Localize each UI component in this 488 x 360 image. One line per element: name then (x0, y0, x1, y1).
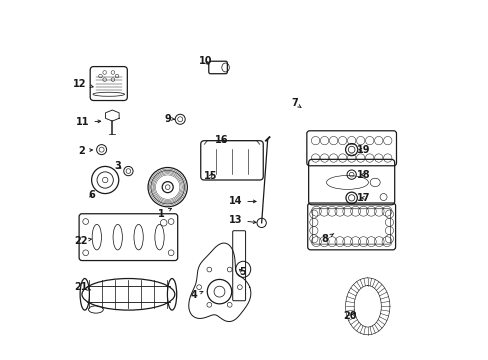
Text: 10: 10 (198, 57, 211, 66)
Text: 12: 12 (73, 78, 93, 89)
Text: 15: 15 (204, 171, 217, 181)
Text: 3: 3 (114, 161, 121, 171)
Text: 11: 11 (76, 117, 101, 127)
Text: 7: 7 (290, 98, 300, 108)
Text: 1: 1 (158, 208, 171, 219)
Text: 20: 20 (343, 311, 356, 321)
Text: 13: 13 (228, 215, 256, 225)
Text: 4: 4 (190, 291, 203, 300)
Text: 18: 18 (356, 170, 369, 180)
Text: 17: 17 (356, 193, 369, 203)
Text: 2: 2 (78, 146, 92, 156)
Text: 21: 21 (74, 282, 91, 292)
Text: 16: 16 (214, 135, 228, 145)
Text: 6: 6 (88, 190, 95, 201)
Text: 9: 9 (164, 113, 174, 123)
Text: 22: 22 (74, 236, 91, 246)
Text: 5: 5 (239, 267, 245, 277)
Text: 8: 8 (321, 234, 333, 244)
Text: 14: 14 (228, 197, 256, 206)
Text: 19: 19 (356, 145, 369, 155)
